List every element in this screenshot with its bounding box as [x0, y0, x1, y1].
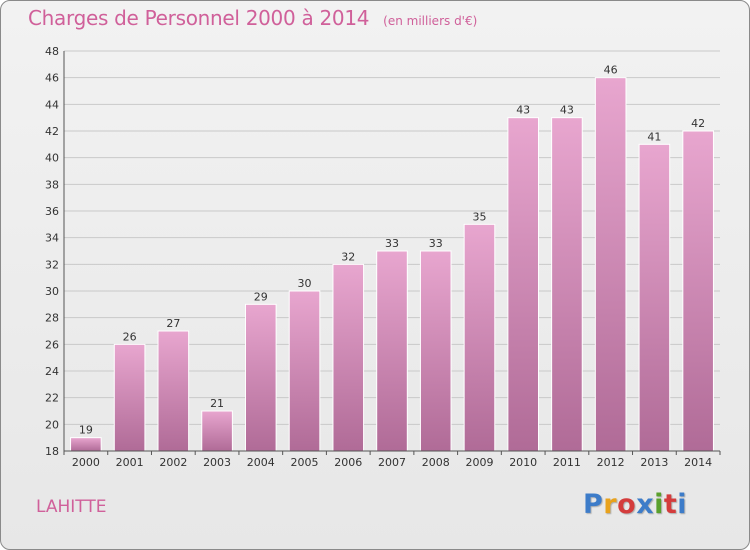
- x-tick-label: 2004: [247, 456, 275, 469]
- bar-2001: [113, 343, 146, 452]
- value-label: 46: [604, 64, 618, 77]
- logo-letter: P: [583, 489, 604, 520]
- x-tick-label: 2014: [684, 456, 712, 469]
- bar-2006: [332, 263, 365, 452]
- y-tick-label: 40: [45, 152, 59, 165]
- x-axis: 2000 2001 2002 2003 2004 2005 2006 2007 2008 2009…: [63, 450, 721, 469]
- y-tick-label: 36: [45, 205, 59, 218]
- value-label: 26: [123, 330, 137, 343]
- value-label: 32: [341, 250, 355, 263]
- y-tick-label: 34: [45, 232, 59, 245]
- bar-2014: [682, 130, 714, 452]
- logo-letter: x: [636, 489, 655, 520]
- value-label: 29: [254, 290, 268, 303]
- commune-name: LAHITTE: [36, 497, 107, 517]
- x-tick-label: 2003: [203, 456, 231, 469]
- bar-2000: [70, 437, 102, 452]
- value-label: 35: [472, 210, 486, 223]
- y-tick-label: 24: [45, 365, 59, 378]
- bar-2012: [594, 77, 627, 452]
- y-tick-label: 32: [45, 258, 59, 271]
- x-tick-label: 2006: [334, 456, 362, 469]
- value-label: 42: [691, 117, 705, 130]
- x-tick-label: 2005: [291, 456, 319, 469]
- y-tick-label: 30: [45, 285, 59, 298]
- value-label: 21: [210, 397, 224, 410]
- value-label: 33: [385, 237, 399, 250]
- bar-2007: [376, 250, 408, 452]
- y-tick-label: 18: [45, 445, 59, 458]
- bar-2005: [288, 290, 321, 452]
- bar-2002: [157, 330, 190, 452]
- bar-2009: [463, 223, 496, 452]
- x-tick-label: 2012: [597, 456, 625, 469]
- chart-title: Charges de Personnel 2000 à 2014 (en mill…: [28, 6, 477, 30]
- logo-letter: i: [677, 489, 688, 520]
- y-tick-label: 20: [45, 418, 59, 431]
- value-label: 19: [79, 424, 93, 437]
- y-tick-label: 28: [45, 312, 59, 325]
- value-label: 43: [516, 104, 530, 117]
- x-tick-label: 2001: [116, 456, 144, 469]
- x-tick-label: 2009: [465, 456, 493, 469]
- y-tick-label: 22: [45, 392, 59, 405]
- value-label: 43: [560, 104, 574, 117]
- x-tick-label: 2013: [640, 456, 668, 469]
- y-tick-label: 26: [45, 338, 59, 351]
- y-axis: 18 20 22 24 26 28 30 32 34 36 38 40 42 44 46 48: [45, 45, 65, 458]
- x-tick-label: 2000: [72, 456, 100, 469]
- value-label: 33: [429, 237, 443, 250]
- logo-letter: o: [617, 489, 637, 520]
- y-tick-label: 42: [45, 125, 59, 138]
- chart-unit: (en milliers d'€): [383, 14, 478, 28]
- y-tick-label: 38: [45, 178, 59, 191]
- bars: 19 26 27 21 29 30 32 33 33 35 43 43 46 41 42: [70, 64, 714, 452]
- x-tick-label: 2002: [159, 456, 187, 469]
- value-label: 27: [166, 317, 180, 330]
- x-tick-label: 2008: [422, 456, 450, 469]
- logo-letter: i: [654, 489, 664, 520]
- bar-2013: [638, 143, 671, 452]
- chart-title-text: Charges de Personnel 2000 à 2014: [28, 6, 370, 30]
- x-tick-label: 2007: [378, 456, 406, 469]
- proxiti-logo[interactable]: Proxiti: [583, 489, 687, 520]
- y-tick-label: 46: [45, 72, 59, 85]
- value-label: 41: [647, 130, 661, 143]
- bar-2011: [551, 117, 583, 452]
- y-tick-label: 48: [45, 45, 59, 58]
- x-tick-label: 2011: [553, 456, 581, 469]
- x-tick-label: 2010: [509, 456, 537, 469]
- bar-2008: [419, 250, 452, 452]
- y-tick-label: 44: [45, 98, 59, 111]
- bar-2003: [201, 410, 233, 452]
- bar-2010: [507, 117, 540, 452]
- value-label: 30: [298, 277, 312, 290]
- logo-letter: r: [603, 489, 618, 520]
- bar-2004: [244, 303, 277, 452]
- logo-letter: t: [663, 489, 678, 520]
